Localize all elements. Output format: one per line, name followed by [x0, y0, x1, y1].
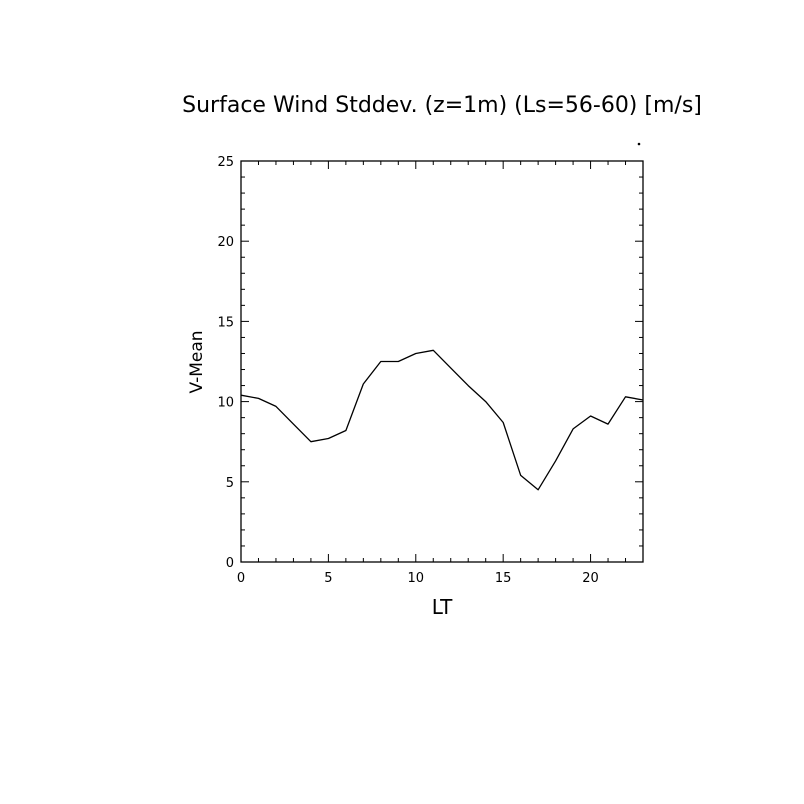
x-tick-label: 20	[582, 571, 599, 586]
corner-dot	[637, 142, 641, 146]
y-tick-label: 20	[217, 235, 234, 250]
series-line	[240, 349, 644, 491]
x-tick-label: 15	[495, 571, 512, 586]
y-tick-label: 5	[226, 476, 234, 491]
y-tick-label: 0	[226, 556, 234, 571]
tick-labels: 0 5 10 15 20 0 5 10 15 20 25	[217, 155, 598, 586]
axis-ticks	[240, 160, 644, 563]
y-tick-label: 10	[217, 396, 234, 411]
x-axis-label: LT	[432, 595, 453, 619]
x-tick-label: 0	[237, 571, 245, 586]
chart-title: Surface Wind Stddev. (z=1m) (Ls=56-60) […	[182, 93, 702, 118]
x-tick-label: 5	[324, 571, 332, 586]
y-tick-label: 15	[217, 315, 234, 330]
x-tick-label: 10	[408, 571, 425, 586]
plot-frame	[240, 160, 644, 563]
y-tick-label: 25	[217, 155, 234, 170]
y-axis-label: V-Mean	[187, 330, 207, 393]
